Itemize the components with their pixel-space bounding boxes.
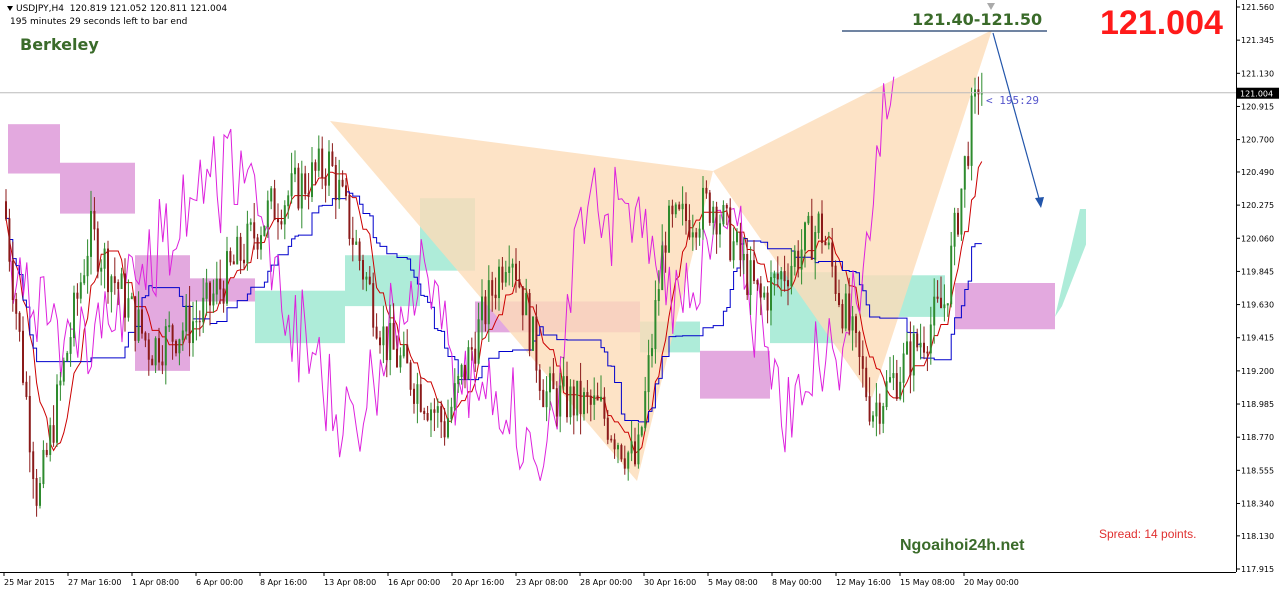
y-tick-label: 119.415 xyxy=(1241,334,1274,343)
y-tick-label: 120.700 xyxy=(1241,136,1274,145)
cloud-segment xyxy=(700,350,770,399)
annotations xyxy=(0,3,1236,208)
target-zone-label: 121.40-121.50 xyxy=(912,10,1043,29)
x-tick-label: 28 Apr 00:00 xyxy=(580,578,632,587)
y-tick-label: 120.275 xyxy=(1241,201,1274,210)
x-tick-label: 1 Apr 08:00 xyxy=(132,578,179,587)
x-tick-label: 23 Apr 08:00 xyxy=(516,578,568,587)
y-tick-label: 121.345 xyxy=(1241,36,1274,45)
x-tick-label: 12 May 16:00 xyxy=(836,578,891,587)
y-tick-label: 118.555 xyxy=(1241,466,1274,475)
pattern-bcd-triangle xyxy=(713,30,992,398)
bar-countdown: 195 minutes 29 seconds left to bar end xyxy=(10,17,188,27)
y-tick-label: 120.060 xyxy=(1241,234,1274,243)
pattern-name-label: Berkeley xyxy=(20,35,99,54)
y-tick-label: 120.490 xyxy=(1241,168,1274,177)
y-tick-label: 121.560 xyxy=(1241,3,1274,12)
x-tick-label: 16 Apr 00:00 xyxy=(388,578,440,587)
y-tick-label: 120.915 xyxy=(1241,102,1274,111)
forecast-arrow xyxy=(992,32,1041,203)
future-cloud xyxy=(1055,208,1086,317)
y-tick-label: 119.630 xyxy=(1241,301,1274,310)
current-price-big: 121.004 xyxy=(1100,4,1223,42)
shift-marker-icon xyxy=(987,3,995,10)
price-tag-label: 121.004 xyxy=(1240,90,1273,99)
x-tick-label: 20 Apr 16:00 xyxy=(452,578,504,587)
price-tag xyxy=(1237,87,1279,99)
x-tick-label: 27 Mar 16:00 xyxy=(68,578,121,587)
y-tick-label: 118.985 xyxy=(1241,400,1274,409)
y-tick-label: 121.130 xyxy=(1241,69,1274,78)
x-tick-label: 5 May 08:00 xyxy=(708,578,758,587)
x-tick-label: 8 May 00:00 xyxy=(772,578,822,587)
bar-timer-label: < 195:29 xyxy=(986,94,1039,107)
x-tick-label: 15 May 08:00 xyxy=(900,578,955,587)
symbol-info: USDJPY,H4 120.819 121.052 120.811 121.00… xyxy=(7,4,227,14)
symbol-name: USDJPY,H4 xyxy=(16,4,64,14)
x-tick-label: 8 Apr 16:00 xyxy=(260,578,307,587)
candlesticks xyxy=(5,72,983,517)
x-tick-label: 30 Apr 16:00 xyxy=(644,578,696,587)
cloud-segment xyxy=(8,124,60,174)
cloud-segment xyxy=(190,278,255,302)
y-tick-label: 118.770 xyxy=(1241,433,1274,442)
arrow-head-icon xyxy=(1035,197,1044,208)
kijun-line xyxy=(6,191,982,423)
y-tick-label: 119.845 xyxy=(1241,267,1274,276)
cloud-segment xyxy=(255,290,345,344)
y-tick-label: 118.340 xyxy=(1241,499,1274,508)
cloud-segment xyxy=(955,282,1055,330)
cloud-segment xyxy=(345,255,420,307)
collapse-triangle-icon[interactable] xyxy=(7,6,13,11)
x-tick-label: 6 Apr 00:00 xyxy=(196,578,243,587)
watermark-text: Ngoaihoi24h.net xyxy=(900,537,1025,554)
x-tick-label: 20 May 00:00 xyxy=(964,578,1019,587)
y-tick-label: 119.200 xyxy=(1241,367,1274,376)
ohlc-values: 120.819 121.052 120.811 121.004 xyxy=(69,4,228,14)
spread-label: Spread: 14 points. xyxy=(1099,527,1197,541)
x-tick-label: 25 Mar 2015 xyxy=(4,578,55,587)
cloud-segment xyxy=(60,162,135,214)
x-tick-label: 13 Apr 08:00 xyxy=(324,578,376,587)
pattern-xab-triangle xyxy=(330,121,713,481)
harmonic-pattern xyxy=(330,30,992,481)
y-tick-label: 118.130 xyxy=(1241,532,1274,541)
y-tick-label: 117.915 xyxy=(1241,565,1274,574)
tenkan-line xyxy=(5,161,983,454)
